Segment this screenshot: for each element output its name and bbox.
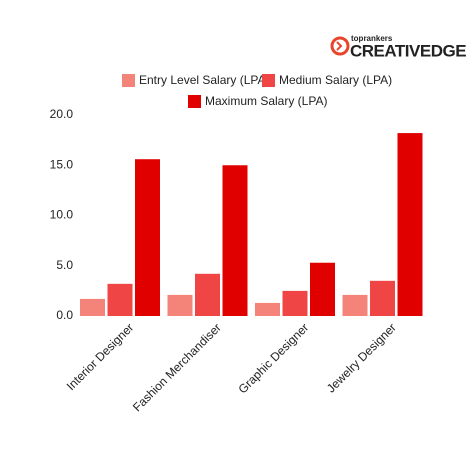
- bar: [397, 133, 423, 316]
- bar: [80, 298, 105, 316]
- bar: [222, 165, 248, 316]
- legend-swatch: [188, 95, 201, 108]
- y-tick-label: 0.0: [56, 308, 73, 322]
- bar: [255, 302, 280, 316]
- bar: [282, 290, 308, 316]
- bar: [370, 280, 395, 316]
- logo-tagline: toprankers: [351, 34, 393, 43]
- y-tick-label: 10.0: [50, 208, 74, 222]
- bar: [135, 159, 160, 316]
- legend-swatch: [122, 74, 135, 87]
- logo-name: CREATIVEDGE: [350, 41, 466, 60]
- y-tick-label: 15.0: [50, 157, 74, 171]
- bar: [310, 262, 335, 316]
- y-tick-label: 20.0: [50, 107, 74, 121]
- y-tick-label: 5.0: [56, 258, 73, 272]
- bar: [167, 294, 193, 316]
- legend-swatch: [262, 74, 275, 87]
- logo: toprankers CREATIVEDGE: [330, 34, 467, 60]
- logo-icon-arrow: [336, 41, 343, 51]
- legend-label: Maximum Salary (LPA): [205, 94, 327, 108]
- legend-label: Entry Level Salary (LPA): [139, 73, 270, 87]
- bar: [107, 283, 133, 316]
- bar: [195, 273, 220, 316]
- bar: [342, 294, 368, 316]
- logo-icon: [330, 36, 350, 56]
- legend-label: Medium Salary (LPA): [279, 73, 392, 87]
